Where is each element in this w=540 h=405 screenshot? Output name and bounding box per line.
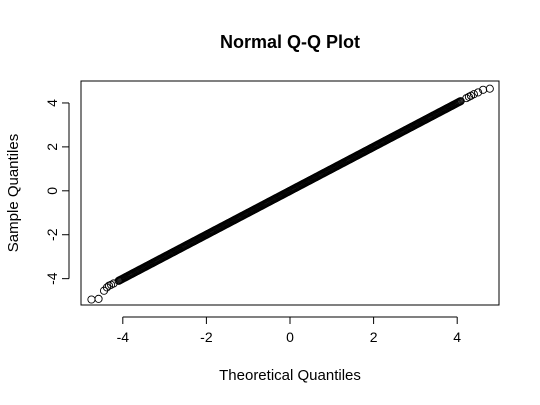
- data-points: [87, 84, 494, 304]
- x-tick-label: 2: [370, 329, 378, 345]
- x-axis-label: Theoretical Quantiles: [219, 367, 361, 384]
- y-tick-label: 0: [44, 187, 60, 195]
- qq-point: [102, 283, 111, 292]
- x-tick-label: 4: [453, 329, 461, 345]
- y-tick-label: -4: [44, 272, 60, 285]
- y-tick-label: 4: [44, 99, 60, 107]
- x-axis: -4 -2 0 2 4: [117, 316, 461, 345]
- x-tick-label: -4: [117, 329, 130, 345]
- qq-point: [87, 295, 96, 304]
- qq-point: [469, 90, 478, 99]
- y-axis: -4 -2 0 2 4: [44, 99, 70, 285]
- x-tick-label: -2: [200, 329, 213, 345]
- y-axis-label: Sample Quantiles: [5, 134, 22, 252]
- qq-point: [109, 279, 118, 288]
- y-tick-label: 2: [44, 143, 60, 151]
- plot-frame: [80, 80, 500, 306]
- chart-title: Normal Q-Q Plot: [220, 32, 360, 52]
- qq-point: [94, 294, 103, 303]
- qq-point: [474, 88, 483, 97]
- x-tick-label: 0: [286, 329, 294, 345]
- qq-point: [464, 92, 473, 101]
- y-tick-label: -2: [44, 228, 60, 241]
- qq-point: [485, 84, 494, 93]
